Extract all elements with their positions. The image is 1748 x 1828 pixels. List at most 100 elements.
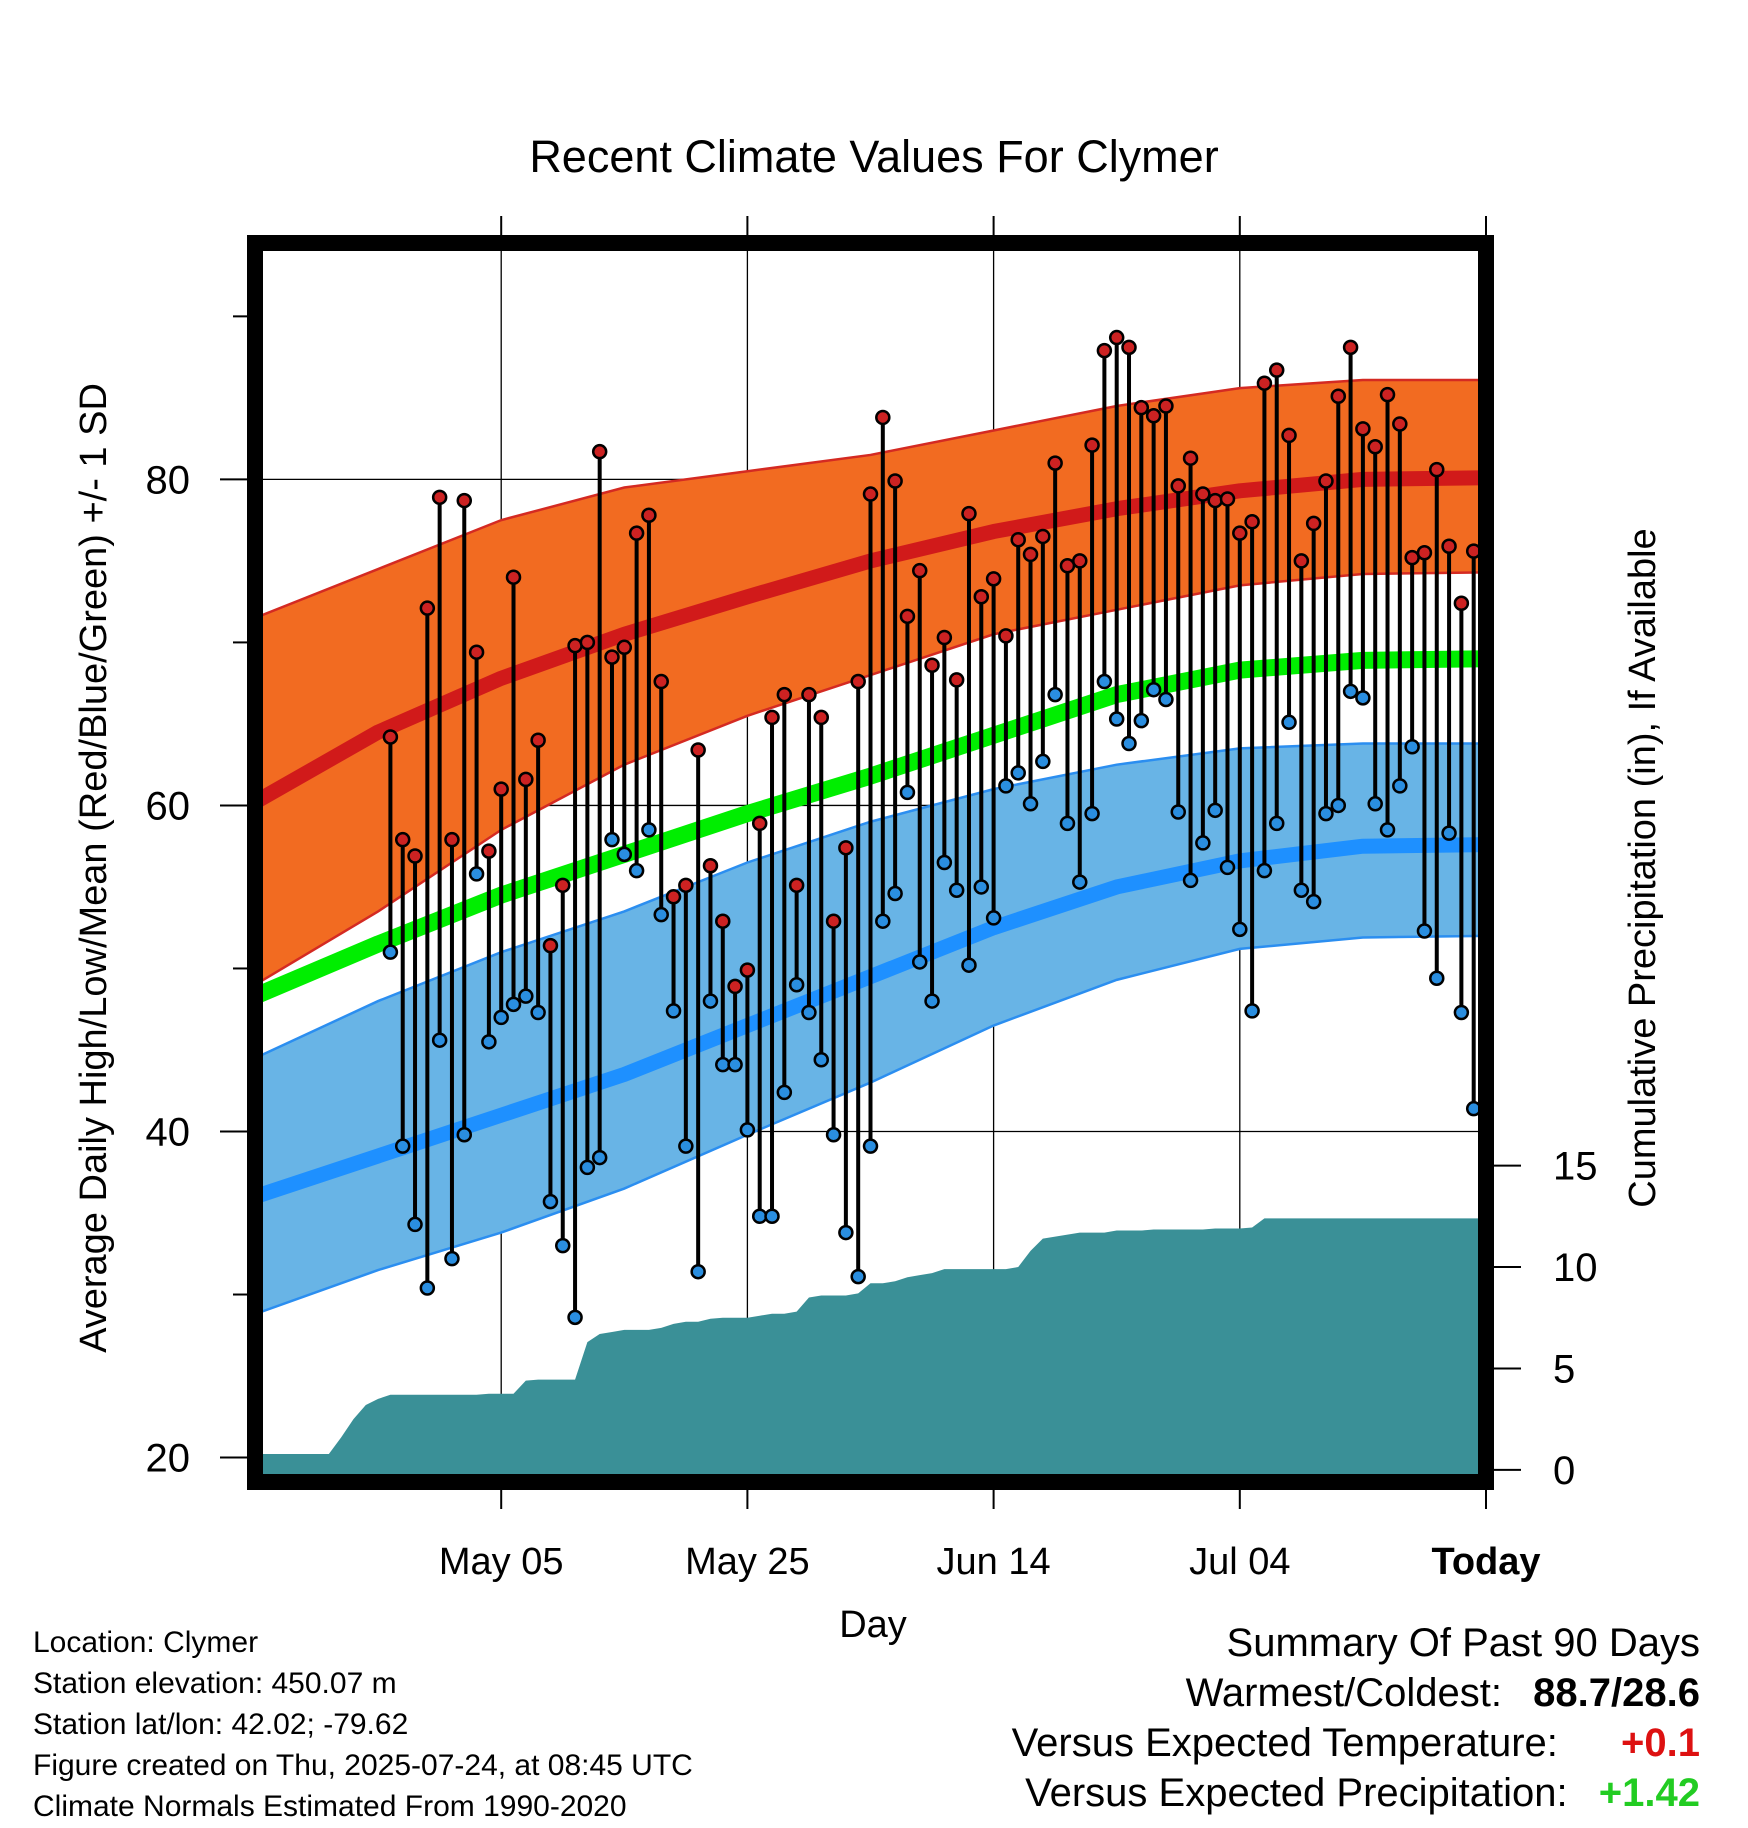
daily-high-point (1416, 545, 1433, 561)
daily-low-point (567, 1309, 583, 1326)
daily-high-point (678, 877, 694, 894)
daily-high-point (481, 843, 497, 859)
x-tick-label: Jul 04 (1189, 1541, 1290, 1583)
daily-low-point (1084, 805, 1100, 822)
daily-high-point (505, 569, 522, 585)
daily-low-point (407, 1216, 423, 1233)
daily-high-point (739, 962, 756, 978)
x-tick-label: Today (1431, 1541, 1540, 1583)
daily-low-point (838, 1224, 854, 1241)
daily-low-point (1096, 673, 1113, 690)
daily-low-point (924, 993, 940, 1009)
daily-high-point (911, 562, 928, 579)
daily-low-point (715, 1056, 731, 1073)
daily-low-point (493, 1009, 509, 1026)
daily-high-point (727, 978, 743, 995)
daily-low-point (1121, 735, 1137, 752)
daily-low-point (985, 910, 1002, 926)
daily-high-point (1108, 329, 1125, 346)
daily-high-point (555, 877, 571, 894)
plot-frame (247, 235, 1494, 1490)
daily-low-point (739, 1122, 756, 1138)
daily-high-point (838, 840, 854, 856)
daily-high-point (801, 686, 817, 703)
daily-low-point (1244, 1003, 1260, 1019)
daily-high-point (1330, 388, 1347, 404)
daily-high-point (1219, 491, 1236, 507)
daily-low-point (776, 1084, 793, 1101)
axes: 20 40 60 80 0 5 10 15 May 05 May 25 Jun 14 Jul 04 To… (146, 216, 1598, 1583)
daily-low-point (394, 1138, 411, 1154)
daily-high-point (924, 657, 940, 673)
daily-low-point (1330, 797, 1347, 814)
summary-warm-cold: Warmest/Coldest: 88.7/28.6 (1186, 1673, 1700, 1713)
daily-low-point (1170, 804, 1186, 820)
daily-low-point (998, 778, 1014, 794)
daily-high-point (394, 831, 411, 848)
daily-high-point (1453, 595, 1470, 612)
daily-low-point (961, 957, 977, 973)
x-tick-label: May 25 (685, 1541, 810, 1583)
daily-low-point (875, 913, 891, 929)
daily-high-point (850, 673, 866, 690)
daily-high-point (1195, 486, 1211, 502)
y-axis-label: Average Daily High/Low/Mean (Red/Blue/Gr… (73, 383, 115, 1353)
precip-label: Versus Expected Precipitation: (1025, 1771, 1568, 1815)
daily-high-point (862, 486, 879, 502)
daily-low-point (1207, 802, 1223, 819)
daily-high-point (1121, 339, 1137, 356)
daily-high-point (1096, 342, 1113, 359)
daily-low-point (850, 1268, 866, 1285)
latlon-text: Station lat/lon: 42.02; -79.62 (33, 1708, 409, 1741)
daily-low-point (973, 879, 990, 895)
daily-high-point (616, 639, 633, 656)
location-text: Location: Clymer (33, 1626, 259, 1659)
daily-low-point (1392, 778, 1408, 794)
daily-low-point (481, 1034, 497, 1050)
daily-low-point (1158, 691, 1174, 708)
daily-low-point (936, 854, 953, 871)
daily-low-point (555, 1237, 571, 1254)
daily-low-point (788, 977, 805, 993)
daily-low-point (1108, 711, 1125, 727)
daily-low-point (419, 1280, 436, 1296)
temp-value: +0.1 (1621, 1721, 1700, 1765)
daily-low-point (1293, 882, 1310, 898)
precip-value: +1.42 (1598, 1771, 1700, 1815)
daily-low-point (1355, 690, 1371, 706)
daily-high-point (961, 505, 977, 522)
daily-high-point (641, 507, 657, 524)
daily-high-point (530, 732, 546, 748)
days-marker-label: 90 (1494, 1381, 1536, 1423)
daily-high-point (1379, 386, 1396, 403)
daily-high-point (998, 628, 1014, 644)
daily-high-point (1035, 528, 1051, 545)
daily-low-point (1059, 815, 1076, 832)
daily-low-point (1441, 825, 1457, 841)
daily-low-point (1404, 739, 1420, 755)
daily-high-point (1429, 461, 1445, 478)
daily-low-point (505, 996, 522, 1013)
daily-low-point (1182, 872, 1199, 889)
daily-low-point (751, 1208, 768, 1225)
daily-high-point (1072, 553, 1088, 569)
daily-low-point (665, 1003, 682, 1019)
daily-low-point (702, 993, 719, 1009)
daily-low-point (1256, 862, 1273, 879)
daily-high-point (702, 858, 719, 874)
temp-label: Versus Expected Temperature: (1011, 1721, 1558, 1765)
daily-high-point (628, 525, 645, 541)
daily-high-point (493, 781, 509, 797)
daily-high-point (1207, 492, 1223, 509)
daily-high-point (1318, 473, 1334, 489)
daily-low-point (727, 1056, 743, 1073)
daily-high-point (665, 888, 682, 905)
daily-low-point (456, 1127, 473, 1143)
daily-high-point (764, 709, 780, 726)
daily-low-point (1232, 921, 1248, 938)
daily-low-point (801, 1004, 817, 1021)
daily-high-point (542, 937, 559, 954)
daily-low-point (616, 846, 633, 863)
daily-high-point (1158, 398, 1174, 414)
